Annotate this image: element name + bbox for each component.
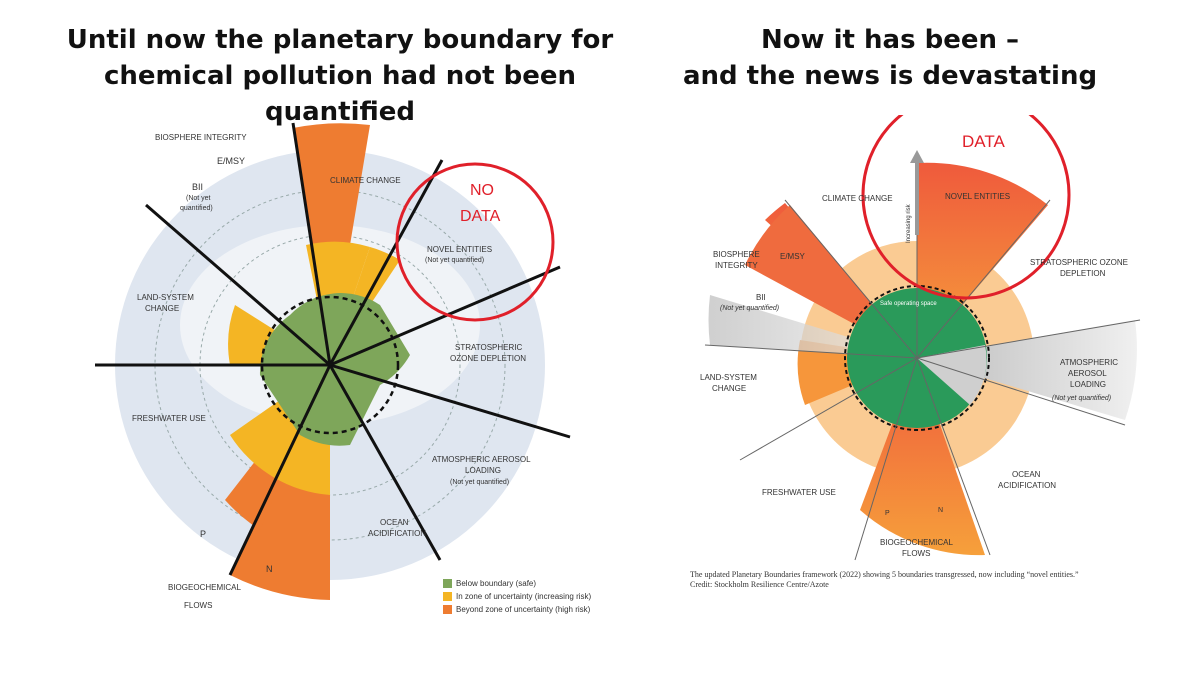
left-label-novel-note: (Not yet quantified) [425, 257, 484, 264]
right-label-aerosol-note: (Not yet quantified) [1052, 395, 1111, 402]
left-label-p: P [200, 529, 206, 539]
legend-row-high: Beyond zone of uncertainty (high risk) [443, 603, 591, 616]
left-label-fresh: FRESHWATER USE [132, 414, 206, 423]
right-label-n: N [938, 507, 943, 514]
left-legend: Below boundary (safe) In zone of uncerta… [443, 577, 591, 616]
right-label-ocean1: OCEAN [1012, 470, 1041, 479]
left-label-climate: CLIMATE CHANGE [330, 176, 401, 185]
right-planetary-boundaries-diagram: DATA CLIMATE CHANGE NOVEL ENTITIES Incre… [700, 115, 1141, 561]
left-no-data-circle [395, 162, 555, 322]
right-label-fresh: FRESHWATER USE [762, 488, 836, 497]
left-wedge-green-core [259, 293, 410, 446]
legend-label-high: Beyond zone of uncertainty (high risk) [456, 605, 591, 614]
left-label-ocean2: ACIDIFICATION [368, 529, 426, 538]
right-label-aerosol1: ATMOSPHERIC [1060, 358, 1118, 367]
right-label-biosphere2: INTEGRITY [715, 261, 758, 270]
right-label-data: DATA [962, 132, 1005, 151]
left-heading-line1: Until now the planetary boundary for [66, 25, 614, 55]
caption-line2: Credit: Stockholm Resilience Centre/Azot… [690, 580, 829, 589]
legend-row-uncertain: In zone of uncertainty (increasing risk) [443, 590, 591, 603]
legend-label-safe: Below boundary (safe) [456, 579, 537, 588]
right-label-p: P [885, 510, 890, 517]
left-planetary-boundaries-diagram: BIOSPHERE INTEGRITY E/MSY BII (Not yet q… [95, 122, 571, 610]
left-label-ozone1: STRATOSPHERIC [455, 343, 522, 352]
right-wedge-aerosol [917, 320, 1137, 420]
right-label-biosphere1: BIOSPHERE [713, 250, 760, 259]
left-label-land1: LAND-SYSTEM [137, 293, 194, 302]
right-globe-gray [917, 345, 987, 405]
right-label-bio2: FLOWS [902, 549, 930, 558]
legend-swatch-uncertain [443, 592, 452, 601]
left-label-biosphere: BIOSPHERE INTEGRITY [155, 133, 247, 142]
left-label-ozone2: OZONE DEPLETION [450, 354, 526, 363]
right-label-ocean2: ACIDIFICATION [998, 481, 1056, 490]
right-caption: The updated Planetary Boundaries framewo… [690, 570, 1160, 590]
legend-row-safe: Below boundary (safe) [443, 577, 591, 590]
left-label-bii-note2: quantified) [180, 205, 213, 212]
left-label-bio1: BIOGEOCHEMICAL [168, 583, 241, 592]
left-safe-boundary [260, 295, 400, 435]
right-label-increasing-risk: Increasing risk [906, 203, 912, 243]
right-heading-line2: and the news is devastating [682, 61, 1098, 91]
left-label-aerosol1: ATMOSPHERIC AEROSOL [432, 455, 531, 464]
left-label-bii-note1: (Not yet [186, 195, 211, 202]
left-label-emsy: E/MSY [217, 156, 245, 166]
right-label-bii-note: (Not yet quantified) [720, 305, 779, 312]
right-data-circle [861, 115, 1071, 300]
left-heading: Until now the planetary boundary for che… [40, 22, 640, 130]
left-label-no-data1: NO [470, 182, 494, 199]
caption-line1: The updated Planetary Boundaries framewo… [690, 570, 1079, 579]
right-label-safe: Safe operating space [880, 301, 937, 307]
right-label-land2: CHANGE [712, 384, 746, 393]
right-label-climate: CLIMATE CHANGE [822, 194, 893, 203]
left-label-bio2: FLOWS [184, 601, 212, 610]
right-label-ozone2: DEPLETION [1060, 269, 1106, 278]
left-label-aerosol-note: (Not yet quantified) [450, 479, 509, 486]
left-label-novel: NOVEL ENTITIES [427, 245, 492, 254]
left-label-n: N [266, 564, 273, 574]
right-radial-lines [704, 160, 1141, 561]
right-heading-line1: Now it has been – [760, 25, 1020, 55]
left-label-aerosol2: LOADING [465, 466, 501, 475]
right-label-bio1: BIOGEOCHEMICAL [880, 538, 953, 547]
left-label-ocean1: OCEAN [380, 518, 409, 527]
right-label-novel: NOVEL ENTITIES [945, 192, 1010, 201]
right-label-land1: LAND-SYSTEM [700, 373, 757, 382]
right-label-aerosol3: LOADING [1070, 380, 1106, 389]
right-heading: Now it has been – and the news is devast… [640, 22, 1140, 94]
legend-label-uncertain: In zone of uncertainty (increasing risk) [456, 592, 592, 601]
legend-swatch-safe [443, 579, 452, 588]
right-label-bii: BII [756, 293, 766, 302]
right-risk-arrow [910, 150, 924, 163]
right-label-emsy: E/MSY [780, 252, 806, 261]
left-label-no-data2: DATA [460, 208, 501, 225]
right-wedge-bio [860, 358, 985, 556]
right-label-ozone1: STRATOSPHERIC OZONE [1030, 258, 1128, 267]
left-label-bii: BII [192, 182, 203, 192]
right-label-aerosol2: AEROSOL [1068, 369, 1107, 378]
left-heading-line2: chemical pollution had not been quantifi… [103, 61, 576, 127]
legend-swatch-high [443, 605, 452, 614]
left-label-land2: CHANGE [145, 304, 179, 313]
left-radial-lines [95, 122, 571, 576]
